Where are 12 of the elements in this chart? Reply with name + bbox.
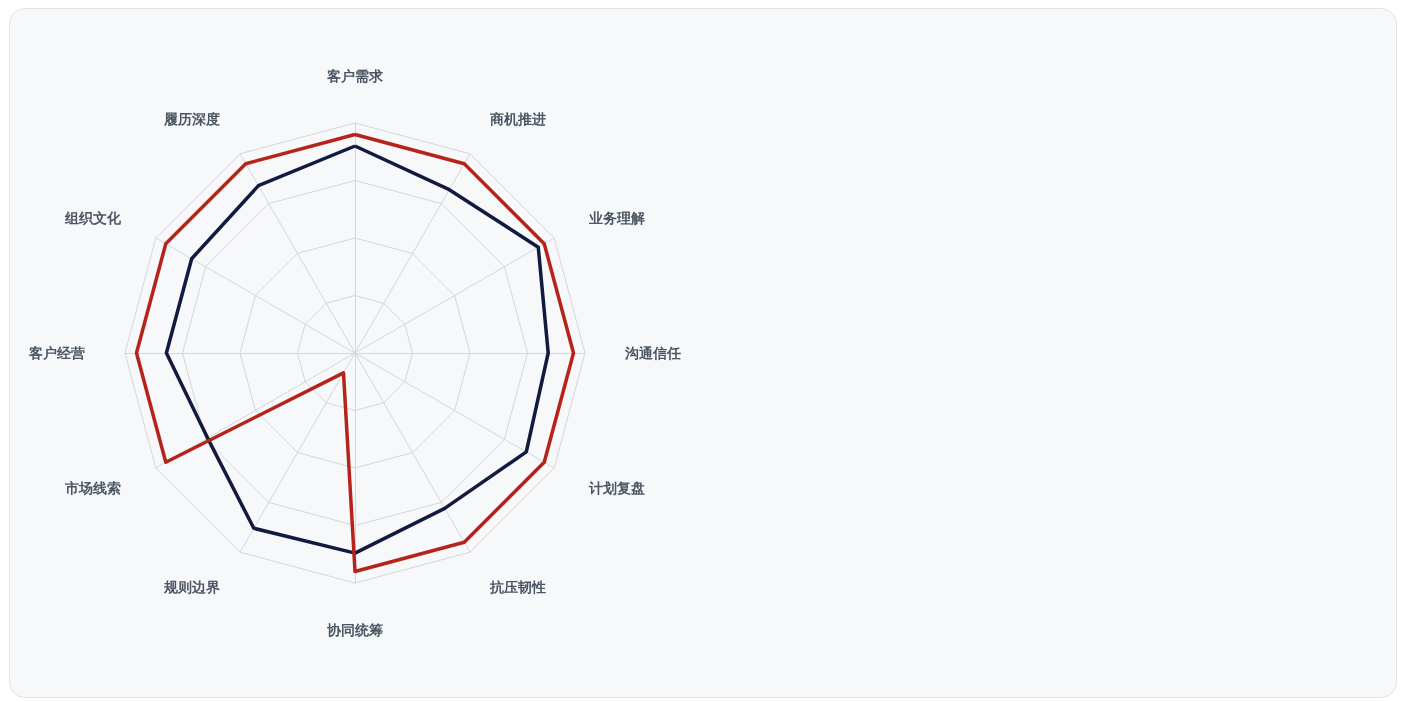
spoke-label: 沟通信任: [624, 345, 681, 361]
spoke-label: 计划复盘: [587, 480, 645, 496]
spoke-label: 规则边界: [163, 578, 220, 595]
spoke-label: 商机推进: [489, 111, 546, 128]
spoke-label: 客户需求: [326, 68, 384, 84]
spoke-label: 组织文化: [64, 210, 123, 226]
spoke-label: 客户经营: [28, 345, 85, 361]
spoke-label: 履历深度: [163, 111, 220, 128]
spoke-label: 抗压韧性: [489, 578, 546, 595]
spoke-label: 市场线索: [64, 480, 122, 496]
spoke-label: 协同统筹: [326, 622, 383, 638]
spoke-label: 业务理解: [587, 210, 645, 226]
